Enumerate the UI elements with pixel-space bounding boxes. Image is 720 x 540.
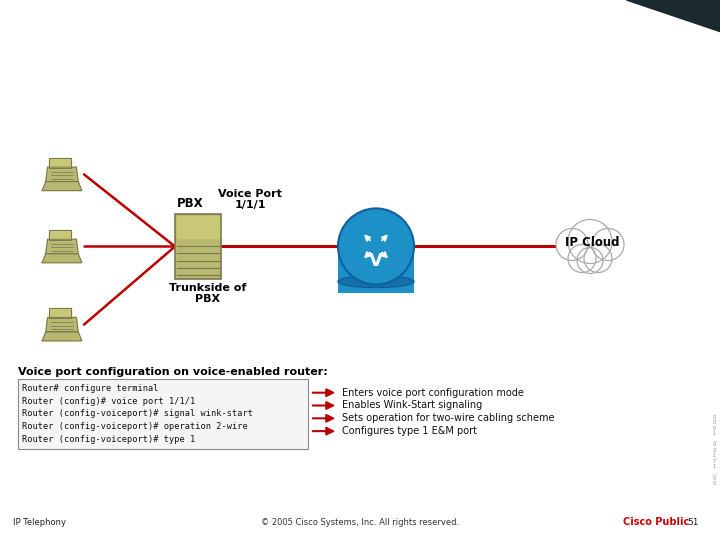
FancyBboxPatch shape — [175, 214, 221, 279]
Text: PBX: PBX — [176, 198, 203, 211]
Text: 0
0
0
1
_
0
3
1
7
1
_
0
0: 0 0 0 1 _ 0 3 1 7 1 _ 0 0 — [712, 415, 716, 486]
Circle shape — [584, 245, 612, 273]
Text: Sets operation for two-wire cabling scheme: Sets operation for two-wire cabling sche… — [342, 413, 554, 423]
Circle shape — [338, 208, 414, 285]
FancyBboxPatch shape — [338, 242, 414, 293]
Text: IP Cloud: IP Cloud — [564, 236, 619, 249]
Text: Router (config-voiceport)# operation 2-wire: Router (config-voiceport)# operation 2-w… — [22, 422, 248, 431]
Text: Router (config-voiceport)# type 1: Router (config-voiceport)# type 1 — [22, 435, 195, 444]
Text: IP Telephony: IP Telephony — [13, 518, 66, 527]
Polygon shape — [50, 158, 71, 168]
Text: E&M Voice Port Configuration: E&M Voice Port Configuration — [18, 29, 437, 53]
Polygon shape — [177, 217, 219, 239]
Circle shape — [556, 228, 588, 260]
Polygon shape — [626, 0, 720, 31]
Polygon shape — [42, 332, 82, 341]
Text: © 2005 Cisco Systems, Inc. All rights reserved.: © 2005 Cisco Systems, Inc. All rights re… — [261, 518, 459, 527]
Text: Router (config)# voice port 1/1/1: Router (config)# voice port 1/1/1 — [22, 396, 195, 406]
Text: Configures type 1 E&M port: Configures type 1 E&M port — [342, 426, 477, 436]
Text: V: V — [369, 252, 383, 269]
Text: Router# configure terminal: Router# configure terminal — [22, 384, 158, 393]
Circle shape — [568, 219, 612, 264]
Text: Enables Wink-Start signaling: Enables Wink-Start signaling — [342, 401, 482, 410]
Polygon shape — [50, 230, 71, 240]
Polygon shape — [46, 239, 78, 254]
FancyBboxPatch shape — [18, 379, 308, 449]
Text: Voice Port
1/1/1: Voice Port 1/1/1 — [218, 189, 282, 211]
Polygon shape — [46, 167, 78, 181]
Polygon shape — [42, 181, 82, 191]
Text: Router (config-voiceport)# signal wink-start: Router (config-voiceport)# signal wink-s… — [22, 409, 253, 418]
Polygon shape — [46, 318, 78, 332]
Text: Enters voice port configuration mode: Enters voice port configuration mode — [342, 388, 524, 397]
Text: Cisco Public: Cisco Public — [623, 517, 689, 528]
Circle shape — [568, 245, 596, 273]
Text: Voice port configuration on voice-enabled router:: Voice port configuration on voice-enable… — [18, 367, 328, 377]
Text: Trunkside of
PBX: Trunkside of PBX — [169, 282, 247, 304]
Polygon shape — [42, 254, 82, 262]
Circle shape — [577, 247, 603, 274]
Text: 51: 51 — [688, 518, 699, 527]
Polygon shape — [50, 308, 71, 318]
Circle shape — [592, 228, 624, 260]
Ellipse shape — [338, 275, 414, 287]
